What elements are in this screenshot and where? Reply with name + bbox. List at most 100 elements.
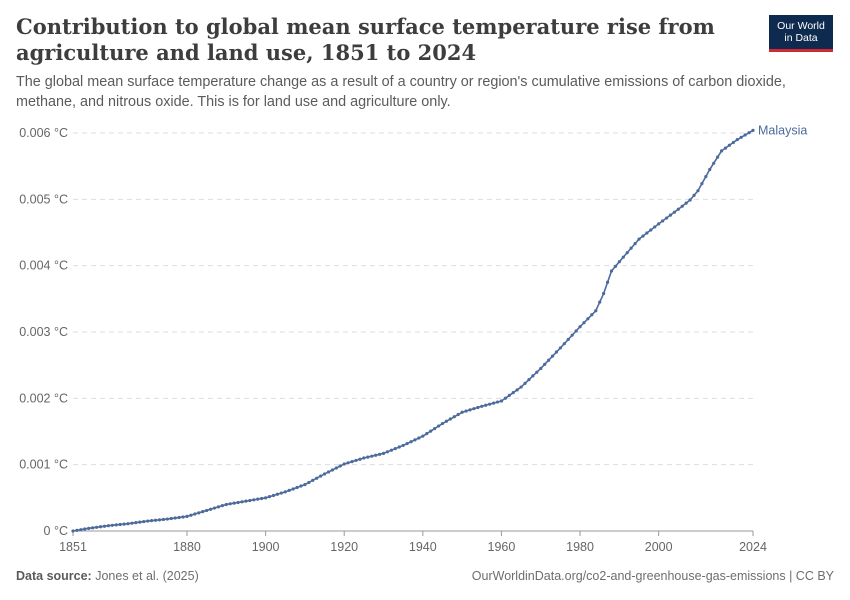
data-point bbox=[315, 476, 319, 480]
data-source-value[interactable]: Jones et al. (2025) bbox=[95, 569, 199, 583]
data-point bbox=[338, 464, 342, 468]
data-point bbox=[708, 167, 712, 172]
data-point bbox=[688, 198, 692, 202]
data-point bbox=[181, 515, 185, 519]
data-point bbox=[240, 500, 244, 504]
data-point bbox=[743, 133, 747, 137]
data-point bbox=[153, 518, 158, 522]
logo-line-2: in Data bbox=[784, 32, 818, 44]
data-point bbox=[75, 528, 79, 532]
data-point bbox=[751, 128, 755, 132]
series-line bbox=[72, 129, 754, 532]
data-point bbox=[283, 490, 287, 494]
y-tick-label: 0.001 °C bbox=[19, 458, 68, 472]
data-point bbox=[150, 519, 154, 523]
data-point bbox=[287, 488, 291, 492]
data-point bbox=[157, 518, 162, 522]
data-point bbox=[668, 213, 673, 217]
data-point bbox=[208, 507, 213, 511]
data-point bbox=[696, 189, 700, 193]
data-point bbox=[248, 498, 252, 503]
data-point bbox=[680, 204, 684, 208]
data-point bbox=[362, 456, 366, 460]
data-point bbox=[322, 472, 327, 476]
y-tick-label: 0.002 °C bbox=[19, 391, 68, 405]
data-point bbox=[582, 321, 586, 325]
data-point bbox=[102, 524, 107, 528]
data-point bbox=[712, 161, 716, 165]
data-point bbox=[661, 219, 665, 223]
data-point bbox=[503, 396, 507, 400]
x-tick-label: 1900 bbox=[252, 540, 280, 554]
data-point bbox=[236, 500, 240, 505]
data-point bbox=[307, 480, 311, 485]
data-point bbox=[637, 237, 641, 241]
data-point bbox=[625, 251, 629, 255]
data-point bbox=[126, 522, 130, 526]
data-point bbox=[401, 443, 405, 448]
data-point bbox=[358, 457, 362, 461]
data-point bbox=[256, 497, 260, 501]
x-tick-label: 1920 bbox=[330, 540, 358, 554]
data-point bbox=[377, 452, 382, 456]
data-source-label: Data source: bbox=[16, 569, 92, 583]
data-point bbox=[429, 429, 433, 433]
data-point bbox=[252, 498, 256, 502]
data-point bbox=[91, 526, 95, 530]
data-point bbox=[570, 333, 574, 337]
data-point bbox=[452, 415, 456, 419]
data-point bbox=[161, 517, 165, 522]
logo-line-1: Our World bbox=[777, 20, 825, 32]
data-point bbox=[177, 515, 181, 520]
data-point bbox=[326, 470, 331, 474]
data-point bbox=[617, 260, 621, 264]
data-point bbox=[354, 458, 358, 463]
data-point bbox=[653, 225, 657, 229]
data-point bbox=[138, 520, 142, 524]
data-point bbox=[205, 508, 209, 513]
data-point bbox=[716, 155, 720, 159]
data-point bbox=[370, 454, 374, 458]
data-point bbox=[590, 313, 594, 317]
data-point bbox=[98, 525, 103, 529]
x-tick-label: 1940 bbox=[409, 540, 437, 554]
data-point bbox=[244, 499, 248, 503]
data-point bbox=[165, 517, 169, 521]
data-point bbox=[311, 478, 315, 482]
data-point bbox=[264, 496, 268, 500]
y-tick-label: 0.003 °C bbox=[19, 325, 68, 339]
data-point bbox=[417, 436, 421, 440]
data-point bbox=[330, 468, 335, 472]
data-point bbox=[488, 402, 492, 406]
data-point bbox=[409, 440, 413, 444]
y-tick-label: 0.005 °C bbox=[19, 192, 68, 206]
data-point bbox=[381, 451, 386, 455]
data-point bbox=[212, 506, 217, 510]
data-point bbox=[295, 485, 299, 490]
data-point bbox=[700, 182, 704, 186]
data-point bbox=[684, 201, 688, 205]
data-point bbox=[71, 529, 75, 533]
data-point bbox=[476, 405, 480, 410]
source-url[interactable]: OurWorldinData.org/co2-and-greenhouse-ga… bbox=[471, 569, 834, 583]
line-chart: 0 °C 0.001 °C 0.002 °C 0.003 °C 0.004 °C 0.00… bbox=[19, 123, 807, 554]
owid-logo[interactable]: Our World in Data bbox=[769, 15, 833, 52]
data-point bbox=[566, 337, 570, 342]
data-point bbox=[515, 388, 519, 392]
data-point bbox=[405, 441, 409, 446]
data-point bbox=[484, 403, 488, 407]
data-point bbox=[621, 255, 625, 259]
data-point bbox=[319, 474, 323, 478]
y-tick-label: 0.004 °C bbox=[19, 259, 68, 273]
data-point bbox=[134, 521, 138, 525]
data-point bbox=[731, 140, 735, 145]
data-point bbox=[499, 399, 504, 403]
data-point bbox=[491, 401, 496, 405]
data-point bbox=[672, 210, 676, 214]
data-point bbox=[350, 460, 354, 464]
data-point bbox=[523, 381, 527, 385]
data-point bbox=[444, 419, 449, 423]
data-point bbox=[110, 523, 114, 527]
y-tick-label: 0 °C bbox=[44, 524, 68, 538]
data-point bbox=[118, 522, 122, 527]
